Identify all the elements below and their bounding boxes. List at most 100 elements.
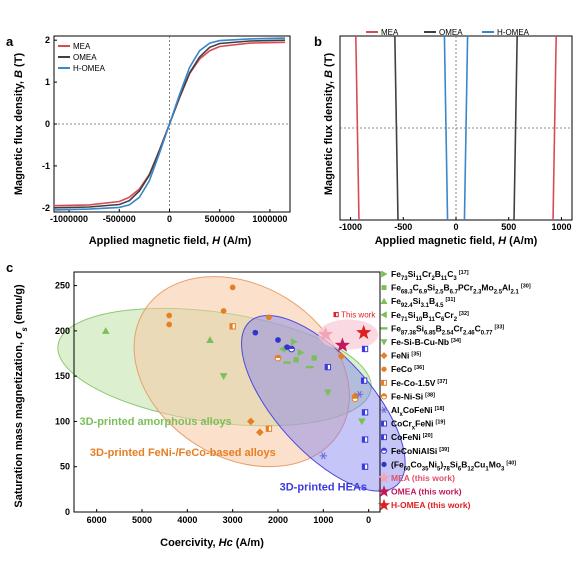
legend-marker: [381, 434, 387, 441]
legend-marker: [381, 285, 387, 291]
panel-b-branch-mea: [355, 35, 360, 221]
legend-marker: [377, 471, 391, 484]
panel-c-y-axis-label: Saturation mass magnetization, σs (emu/g…: [13, 284, 29, 508]
legend-marker: [377, 498, 391, 511]
legend-marker: [381, 420, 387, 427]
panel-c-y-tick-label: 0: [65, 507, 70, 517]
data-point: [265, 425, 273, 432]
panel-letter-c: c: [6, 260, 13, 275]
data-point: [274, 354, 282, 362]
panel-a-legend-label: OMEA: [73, 53, 97, 62]
data-point: [311, 355, 317, 361]
panel-a-legend-label: MEA: [73, 42, 91, 51]
legend-entry: Fe-Ni-Si [38]: [391, 391, 435, 401]
panel-b-branch-mea: [552, 35, 557, 221]
data-point: [358, 418, 366, 426]
panel-b-x-tick-label: -500: [394, 222, 412, 232]
data-point: [166, 321, 173, 328]
panel-c-y-tick-label: 200: [55, 326, 70, 336]
panel-c-legend: Fe73Si11Cr2B11C3[17]Fe68.3C6.9Si2.5B6.7P…: [377, 269, 531, 511]
legend-marker: [380, 327, 388, 330]
panel-b-legend-label: OMEA: [439, 28, 463, 37]
panel-a-y-tick-label: 2: [45, 35, 50, 45]
region-hea: [241, 314, 406, 492]
panel-a-x-tick-label: 500000: [205, 214, 235, 224]
region-feni-feco: [133, 276, 350, 468]
data-point: [101, 327, 110, 334]
panel-b: b -1000 -500 0 500 1000 MEA OMEA H-OMEA Applied…: [314, 28, 573, 247]
legend-entry: Fe68.3C6.9Si2.5B6.7PCr2.3Mo2.5Al2.1[30]: [391, 283, 531, 296]
panel-a-x-tick-label: -1000000: [50, 214, 88, 224]
data-point: [293, 357, 299, 363]
legend-marker: [380, 406, 388, 414]
data-point: [305, 365, 314, 369]
data-point: [278, 345, 286, 353]
panel-a-y-tick-label: -2: [42, 203, 50, 213]
data-point: [324, 363, 332, 371]
data-point: [334, 337, 350, 352]
data-point: [356, 324, 372, 340]
panel-c-y-tick-label: 150: [55, 371, 70, 381]
legend-entry: FeCo [36]: [391, 364, 424, 374]
legend-entry: Fe73Si11Cr2B11C3[17]: [391, 269, 469, 282]
data-point: [283, 361, 291, 364]
panel-c-x-tick-label: 2000: [268, 515, 288, 525]
data-point: [290, 337, 298, 346]
legend-marker: [381, 366, 387, 372]
panel-a-x-tick-label: 1000000: [252, 214, 287, 224]
panel-b-legend-label: MEA: [381, 28, 399, 37]
panel-c-x-tick-label: 6000: [87, 515, 107, 525]
panel-b-x-tick-label: -1000: [339, 222, 362, 232]
data-point: [361, 436, 369, 443]
region-label-feni-feco: 3D-printed FeNi-/FeCo-based alloys: [90, 447, 276, 459]
panel-b-x-tick-label: 0: [453, 222, 458, 232]
panel-a: a -1000000 -500000 0 500000 1000000 -2 -1 0 1 2 ME…: [6, 34, 291, 247]
panel-a-y-tick-label: 0: [45, 119, 50, 129]
data-point: [275, 337, 281, 343]
legend-entry: AlxCoFeNi [18]: [391, 405, 445, 418]
panel-b-legend-label: H-OMEA: [497, 28, 530, 37]
legend-entry: OMEA (this work): [391, 487, 462, 497]
this-work-annotation: This work: [341, 311, 376, 320]
data-point: [166, 312, 173, 319]
legend-marker: [380, 447, 388, 454]
legend-marker: [380, 393, 388, 400]
panel-a-plot-area: -1000000 -500000 0 500000 1000000 -2 -1 0 1 2 MEA O…: [42, 35, 291, 224]
data-point: [206, 336, 214, 343]
panel-c-x-axis-label: Coercivity, Hc (A/m): [160, 537, 264, 549]
panel-letter-b: b: [314, 34, 322, 49]
legend-entry: (Fe60Co35Ni5)78Si6B12Cu1Mo3[40]: [391, 459, 516, 472]
region-label-hea: 3D-printed HEAs: [280, 481, 367, 493]
data-point: [324, 389, 332, 397]
data-point: [229, 323, 236, 330]
legend-marker: [381, 461, 387, 468]
region-label-amorphous: 3D-printed amorphous alloys: [79, 416, 231, 428]
legend-marker: [380, 339, 388, 346]
data-point: [219, 373, 228, 380]
panel-b-branch-h-omea: [443, 35, 449, 221]
panel-b-branch-omea: [394, 35, 399, 221]
legend-entry: Fe-Co-1.5V [37]: [391, 378, 447, 388]
legend-marker: [381, 270, 388, 278]
panel-a-y-tick-label: -1: [42, 161, 50, 171]
legend-entry: CoFeNi [20]: [391, 432, 433, 442]
legend-entry: H-OMEA (this work): [391, 500, 471, 510]
panel-a-y-tick-label: 1: [45, 77, 50, 87]
panel-c-frame: [73, 271, 381, 513]
data-point: [361, 345, 369, 353]
legend-marker: [380, 352, 388, 360]
panel-a-y-axis-label: Magnetic flux density, B (T): [13, 53, 25, 196]
data-point: [284, 344, 290, 351]
legend-marker: [381, 379, 387, 386]
legend-entry: Fe-Si-B-Cu-Nb [34]: [391, 337, 461, 347]
panel-c-y-tick-label: 50: [60, 462, 70, 472]
panel-letter-a: a: [6, 34, 14, 49]
panel-a-series-h-omea: [53, 37, 286, 211]
panel-c-x-tick-label: 1000: [313, 515, 333, 525]
panel-b-plot-area: -1000 -500 0 500 1000 MEA OMEA H-OMEA: [339, 28, 573, 232]
legend-marker: [380, 311, 387, 319]
data-point: [361, 409, 369, 416]
data-point: [337, 352, 346, 361]
panel-c-y-tick-label: 100: [55, 416, 70, 426]
